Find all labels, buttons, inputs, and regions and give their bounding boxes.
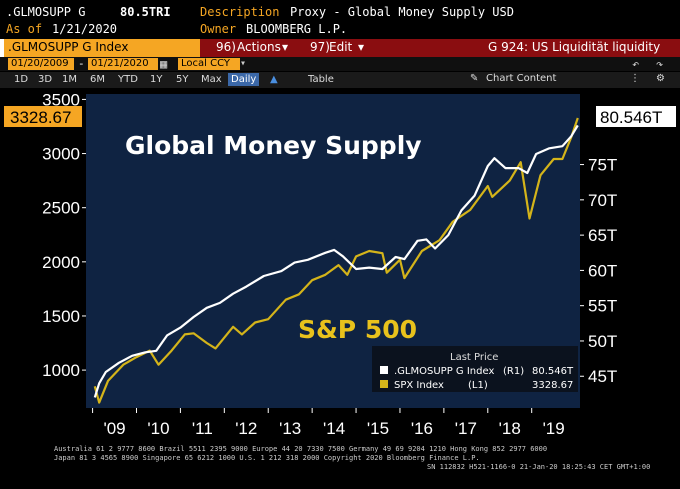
tf-1d[interactable]: 1D (14, 74, 29, 85)
header-row-1: .GLMOSUPP G 80.5TRI Description Proxy - … (0, 4, 680, 21)
left-tick-label: 2500 (42, 199, 80, 218)
x-tick-label: '18 (499, 419, 521, 438)
left-last-value-tag (4, 106, 82, 127)
x-tick-label: '15 (367, 419, 389, 438)
calendar-icon[interactable]: ▦ (160, 57, 168, 71)
legend: Last Price .GLMOSUPP G Index (R1) 80.546… (372, 346, 578, 392)
actions-chevron-icon[interactable]: ▾ (282, 40, 289, 54)
tf-6m[interactable]: 6M (90, 74, 105, 85)
line-chart-icon[interactable]: ▲ (270, 74, 278, 85)
right-last-value: 80.546T (600, 108, 662, 127)
legend-swatch-money (380, 366, 388, 374)
redo-icon[interactable]: ↷ (656, 57, 664, 71)
tf-3d[interactable]: 3D (38, 74, 53, 85)
start-date-field[interactable]: 01/20/2009 (8, 58, 74, 70)
page-title: G 924: US Liquidität liquidity (488, 40, 661, 54)
right-tick-label: 60T (588, 261, 617, 280)
asof-value: 1/21/2020 (52, 22, 118, 36)
legend-axis-spx: (L1) (468, 380, 488, 391)
frequency-select[interactable]: Daily (228, 73, 260, 86)
chart-content-button[interactable]: Chart Content (486, 73, 557, 84)
right-tick-label: 50T (588, 332, 617, 351)
edit-menu[interactable]: Edit (329, 40, 353, 54)
security-value: 80.5TRI (120, 5, 171, 19)
tf-1y[interactable]: 1Y (150, 74, 163, 85)
right-axis: 75T 70T 65T 60T 55T 50T 45T (580, 156, 617, 386)
line-chart: 3500 3000 2500 2000 1500 1000 75T 70T 65T 60T 55T… (4, 90, 676, 438)
x-tick-label: '17 (455, 419, 477, 438)
owner-value: BLOOMBERG L.P. (246, 22, 348, 36)
currency-select[interactable]: Local CCY (178, 58, 240, 70)
end-date-field[interactable]: 01/21/2020 (88, 58, 158, 70)
left-tick-label: 2000 (42, 253, 80, 272)
x-tick-label: '11 (192, 419, 213, 438)
x-tick-label: '09 (103, 419, 125, 438)
series-group (93, 117, 579, 404)
legend-swatch-spx (380, 380, 388, 388)
toolbar-marker (0, 39, 4, 57)
right-tick-label: 45T (588, 367, 617, 386)
right-tick-label: 70T (588, 191, 617, 210)
timeframe-row: 1D 3D 1M 6M YTD 1Y 5Y Max Daily ▲ Table … (0, 72, 680, 88)
settings-gear-icon[interactable]: ⚙ (656, 73, 665, 84)
toolbar-menu: 96) Actions ▾ 97) Edit ▾ G 924: US Liqui… (200, 39, 680, 57)
tf-ytd[interactable]: YTD (118, 74, 138, 85)
legend-name-spx: SPX Index (394, 380, 444, 391)
legend-heading: Last Price (450, 352, 498, 363)
asof-label: As of (6, 22, 43, 36)
date-range-row: 01/20/2009 - 01/21/2020 ▦ Local CCY ▾ ↶ … (0, 57, 680, 71)
footer-line-3: SN 112832 H521-1166-0 21-Jan-20 18:25:43… (427, 463, 651, 471)
actions-menu[interactable]: Actions (237, 40, 281, 54)
legend-value-spx: 3328.67 (532, 380, 573, 391)
date-separator: - (78, 57, 85, 70)
tf-1m[interactable]: 1M (62, 74, 77, 85)
left-tick-label: 3000 (42, 145, 80, 164)
left-last-value: 3328.67 (10, 108, 71, 127)
options-icon[interactable]: ⋮ (630, 73, 640, 84)
left-tick-label: 1500 (42, 307, 80, 326)
header-row-2: As of 1/21/2020 Owner BLOOMBERG L.P. (0, 21, 680, 38)
security-field[interactable]: .GLMOSUPP G Index (4, 39, 200, 57)
left-axis: 3500 3000 2500 2000 1500 1000 (42, 90, 86, 380)
left-tick-label: 3500 (42, 90, 80, 109)
x-tick-label: '12 (235, 419, 257, 438)
right-tick-label: 65T (588, 226, 617, 245)
chart-title: Global Money Supply (125, 131, 422, 160)
right-tick-label: 55T (588, 297, 617, 316)
x-tick-label: '13 (279, 419, 301, 438)
toolbar: .GLMOSUPP G Index 96) Actions ▾ 97) Edit… (0, 39, 680, 57)
edit-number: 97) (310, 40, 330, 54)
x-tick-label: '19 (543, 419, 565, 438)
right-last-value-tag (596, 106, 676, 127)
left-tick-label: 1000 (42, 361, 80, 380)
description-value: Proxy - Global Money Supply USD (290, 5, 514, 19)
table-button[interactable]: Table (308, 74, 334, 85)
currency-chevron-icon[interactable]: ▾ (240, 58, 247, 69)
owner-label: Owner (200, 22, 237, 36)
right-tick-label: 75T (588, 156, 617, 175)
tf-max[interactable]: Max (201, 74, 222, 85)
edit-pencil-icon[interactable]: ✎ (470, 73, 479, 84)
tf-5y[interactable]: 5Y (176, 74, 189, 85)
undo-icon[interactable]: ↶ (632, 57, 640, 71)
footer-line-2: Japan 81 3 4565 8900 Singapore 65 6212 1… (54, 454, 480, 462)
edit-chevron-icon[interactable]: ▾ (358, 40, 365, 54)
legend-name-money: .GLMOSUPP G Index (394, 366, 494, 377)
spx-line (93, 117, 579, 404)
x-tick-label: '16 (411, 419, 433, 438)
footer-line-1: Australia 61 2 9777 8600 Brazil 5511 239… (54, 445, 548, 453)
x-tick-label: '14 (323, 419, 345, 438)
description-label: Description (200, 5, 280, 19)
legend-axis-money: (R1) (503, 366, 524, 377)
spx-annotation: S&P 500 (298, 315, 417, 344)
legend-value-money: 80.546T (532, 366, 574, 377)
money-supply-line (93, 124, 579, 398)
x-axis: '09 '10 '11 '12 '13 '14 '15 '16 '17 '18 '19 (92, 408, 565, 438)
security-ticker: .GLMOSUPP G (6, 5, 86, 19)
legend-box (372, 346, 578, 392)
actions-number: 96) (216, 40, 236, 54)
x-tick-label: '10 (147, 419, 169, 438)
